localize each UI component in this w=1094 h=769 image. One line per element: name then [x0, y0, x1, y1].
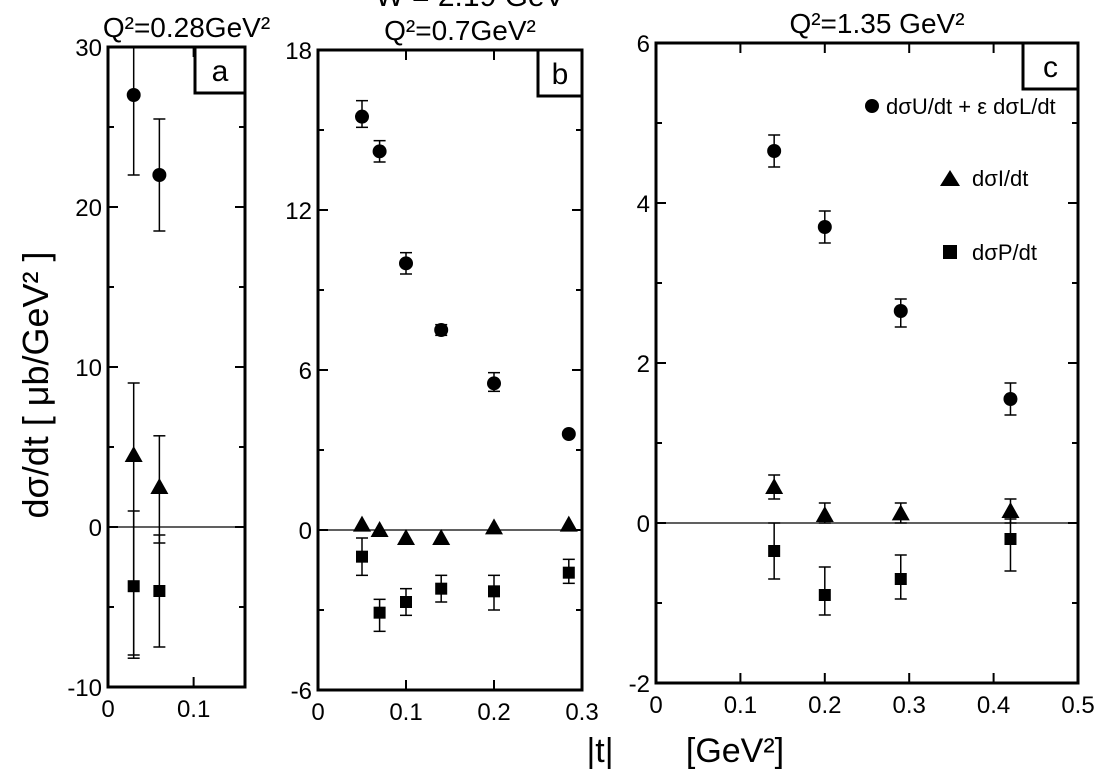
data-point-triangle — [370, 521, 389, 537]
data-point-triangle — [891, 504, 910, 521]
plot-frame — [316, 48, 584, 692]
y-tick-label: 20 — [75, 195, 102, 222]
data-point-square — [435, 582, 448, 595]
data-point-square — [818, 589, 831, 601]
data-point-circle — [399, 256, 413, 271]
panel-label-box — [536, 48, 584, 98]
x-tick-label: 0.2 — [808, 692, 841, 719]
data-point-circle — [893, 304, 908, 318]
x-tick-label: 0.1 — [724, 692, 757, 719]
data-point-square — [153, 585, 166, 597]
data-point-circle — [126, 88, 141, 102]
data-point-triangle — [150, 478, 169, 494]
legend-circle-marker — [865, 99, 879, 113]
panel-label-box — [1021, 41, 1080, 91]
x-axis-label-unit: [GeV²] — [686, 732, 784, 769]
plot-frame — [654, 41, 1080, 685]
x-tick-label: 0.2 — [477, 699, 510, 726]
legend: dσU/dt + ε dσL/dt dσI/dt dσP/dt — [865, 94, 1056, 265]
x-tick-label: 0.1 — [177, 696, 210, 723]
x-tick-label: 0 — [649, 692, 662, 719]
y-tick-label: 12 — [285, 198, 312, 225]
data-point-circle — [561, 427, 576, 441]
legend-label-triangle: dσI/dt — [972, 166, 1028, 191]
data-point-square — [562, 566, 575, 579]
data-point-circle — [434, 323, 449, 337]
data-point-triangle — [765, 478, 784, 494]
x-tick-label: 0.3 — [565, 699, 598, 726]
data-point-square — [768, 545, 781, 557]
y-tick-label: 10 — [75, 355, 102, 382]
panel-title: Q²=0.7GeV² — [384, 15, 536, 46]
panel-title: Q²=0.28GeV² — [103, 12, 270, 43]
data-point-triangle — [397, 529, 415, 545]
data-point-square — [373, 606, 386, 619]
x-axis-label-t: |t| — [586, 732, 613, 769]
data-point-square — [1004, 533, 1017, 545]
data-point-triangle — [124, 446, 143, 462]
data-point-square — [894, 573, 907, 585]
y-tick-label: -10 — [67, 675, 102, 702]
y-tick-label: 0 — [637, 511, 650, 538]
y-tick-label: 18 — [285, 38, 312, 65]
y-tick-label: -2 — [629, 671, 650, 698]
x-tick-label: 0.5 — [1061, 692, 1094, 719]
y-tick-label: 4 — [637, 191, 650, 218]
data-point-square — [400, 596, 412, 608]
legend-triangle-marker — [940, 170, 960, 186]
y-axis-label: dσ/dt [ μb/GeV² ] — [15, 251, 56, 518]
x-tick-label: 0.3 — [893, 692, 926, 719]
legend-square-marker — [943, 245, 957, 259]
panel-label: a — [212, 55, 229, 88]
x-tick-label: 0 — [101, 696, 114, 723]
legend-label-square: dσP/dt — [972, 240, 1037, 265]
panel-label: b — [552, 58, 569, 91]
y-tick-label: 30 — [75, 35, 102, 62]
data-point-circle — [487, 376, 501, 391]
data-point-square — [356, 550, 368, 563]
data-point-square — [488, 585, 500, 598]
legend-label-circle: dσU/dt + ε dσL/dt — [886, 94, 1056, 119]
y-tick-label: 6 — [299, 358, 312, 385]
panel-label-box — [193, 45, 247, 95]
data-point-circle — [817, 220, 832, 234]
data-point-triangle — [432, 529, 451, 545]
data-point-circle — [355, 109, 369, 124]
data-point-triangle — [559, 515, 578, 532]
data-point-triangle — [815, 506, 834, 522]
y-tick-label: 6 — [637, 31, 650, 58]
x-tick-label: 0.4 — [977, 692, 1010, 719]
data-point-triangle — [485, 518, 503, 535]
panel-label: c — [1043, 51, 1058, 84]
y-tick-label: -6 — [291, 678, 312, 705]
data-point-triangle — [1001, 502, 1020, 518]
figure-title-fragment: W = 2.19 GeV — [375, 0, 564, 13]
data-point-circle — [767, 144, 782, 158]
data-point-square — [127, 580, 140, 593]
x-tick-label: 0 — [311, 699, 324, 726]
data-point-circle — [152, 168, 167, 182]
data-point-triangle — [353, 515, 371, 532]
data-point-circle — [372, 144, 387, 159]
y-tick-label: 0 — [299, 518, 312, 545]
y-tick-label: 0 — [89, 515, 102, 542]
panel-title: Q²=1.35 GeV² — [789, 8, 964, 39]
y-tick-label: 2 — [637, 351, 650, 378]
data-point-circle — [1003, 392, 1018, 406]
x-tick-label: 0.1 — [389, 699, 422, 726]
